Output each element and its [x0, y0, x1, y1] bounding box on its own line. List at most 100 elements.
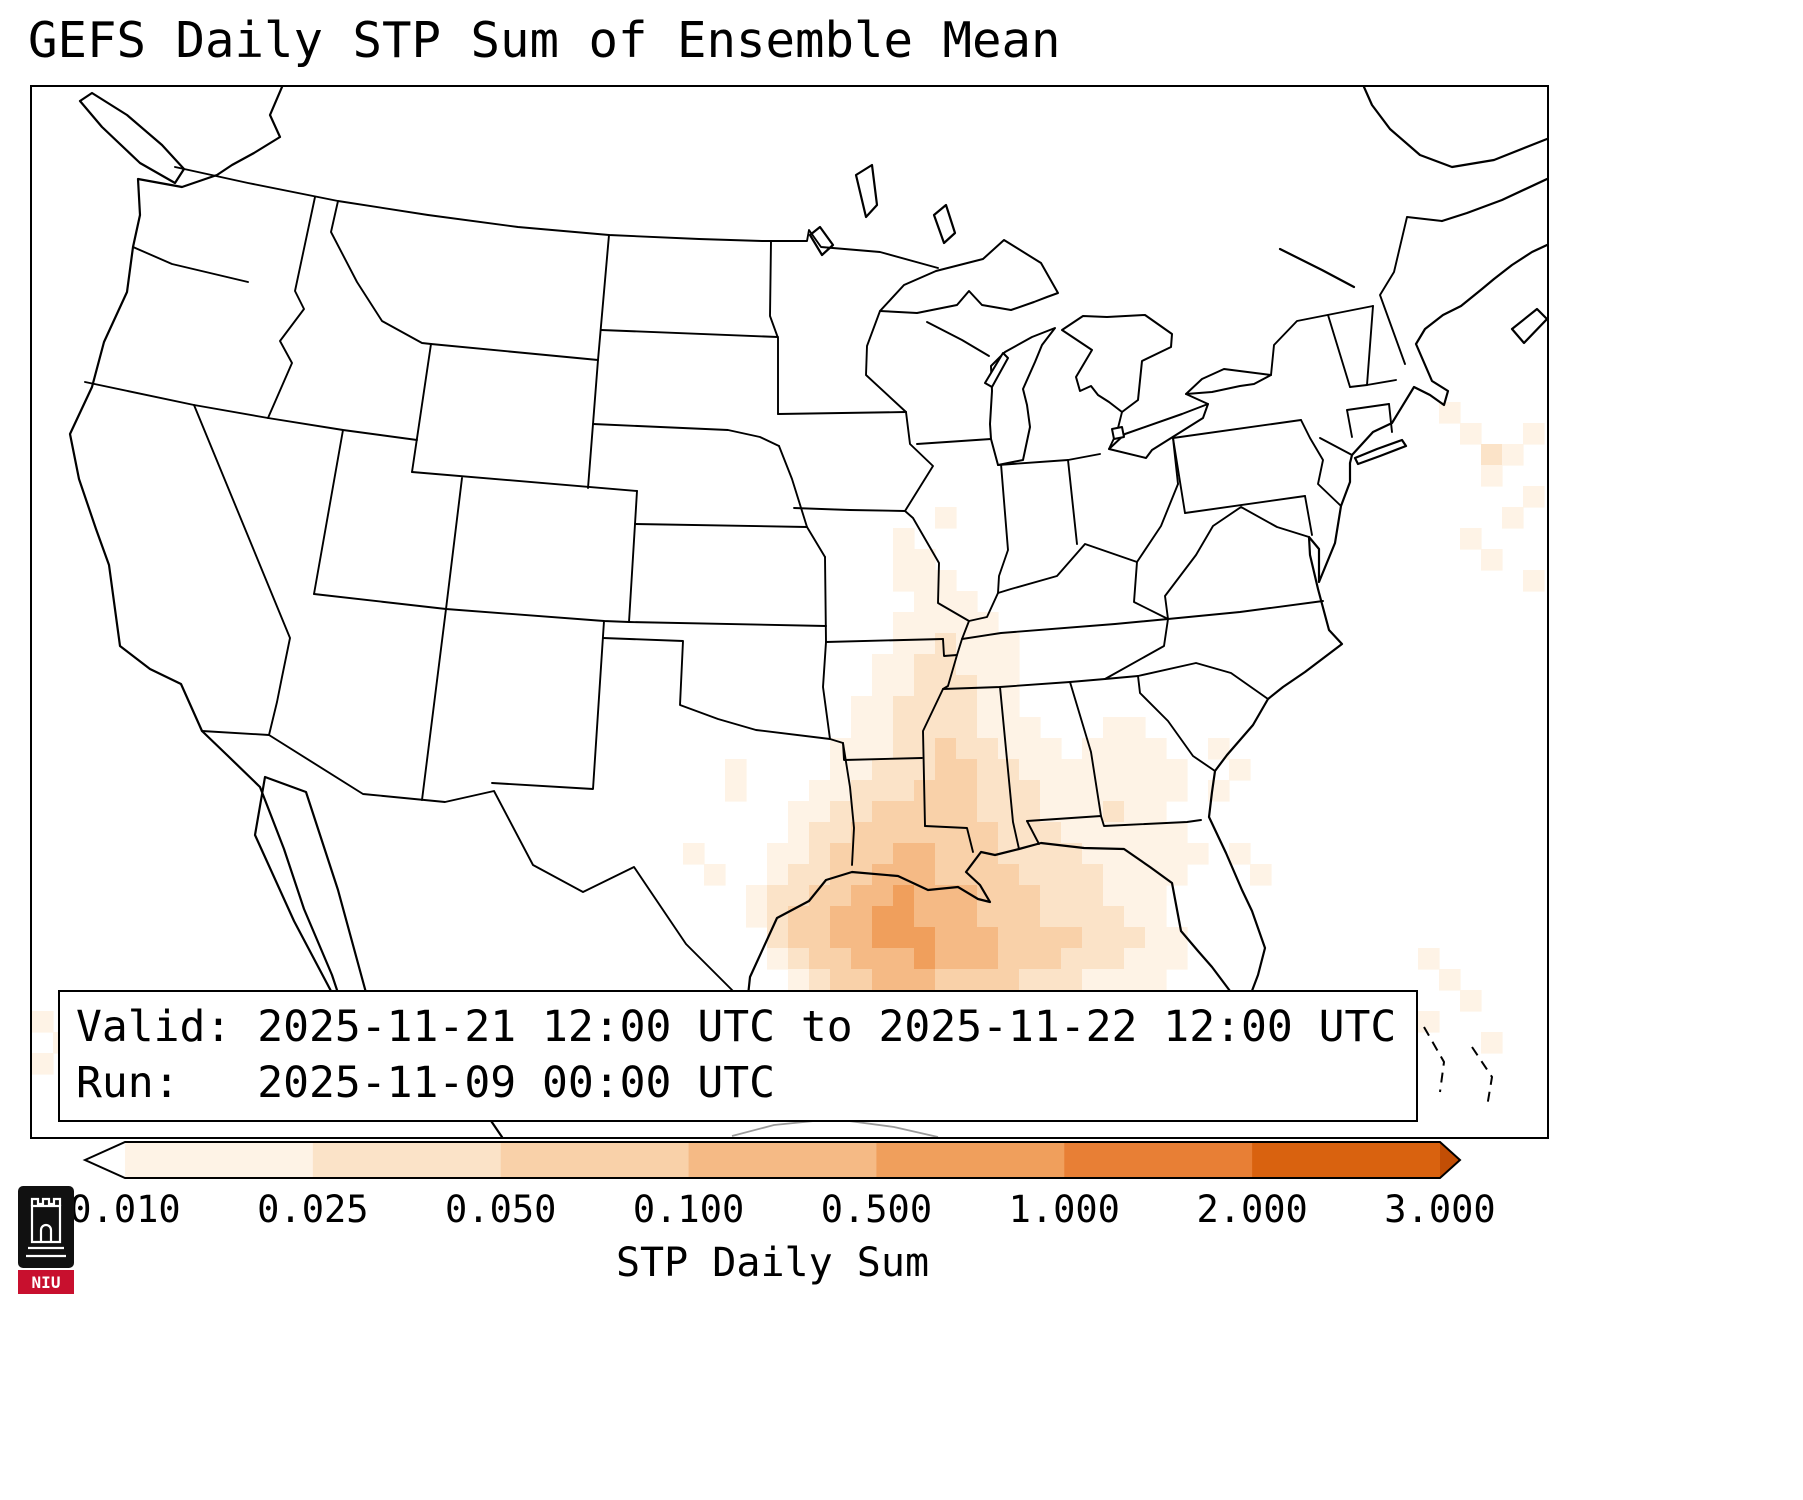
colorbar-tick-label: 0.100	[633, 1188, 744, 1231]
stp-cell	[1061, 780, 1083, 802]
stp-cell	[872, 927, 894, 949]
stp-cell	[1082, 759, 1104, 781]
stp-cell	[914, 549, 936, 571]
colorbar-tick-label: 1.000	[1009, 1188, 1120, 1231]
stp-cell	[872, 843, 894, 865]
stp-cell	[809, 780, 831, 802]
lake-ontario	[1185, 368, 1272, 395]
stp-cell	[1124, 822, 1146, 844]
stp-cell	[998, 738, 1020, 760]
stp-cell	[1166, 822, 1188, 844]
stp-cell	[893, 633, 915, 655]
stp-cell	[725, 780, 747, 802]
stp-cell	[893, 570, 915, 592]
stp-cell	[1145, 759, 1167, 781]
stp-cell	[872, 654, 894, 676]
colorbar-left-arrow	[85, 1142, 125, 1178]
stp-cell	[725, 759, 747, 781]
stp-cell	[998, 864, 1020, 886]
stp-cell	[1145, 906, 1167, 928]
stp-cell	[1040, 948, 1062, 970]
stp-cell	[998, 948, 1020, 970]
stp-cell	[956, 885, 978, 907]
stp-cell	[914, 927, 936, 949]
stp-heatmap-cells	[32, 402, 1545, 1096]
stp-cell	[872, 738, 894, 760]
stp-cell	[1145, 801, 1167, 823]
colorbar-segment	[876, 1142, 1065, 1178]
lake-nipigon	[932, 203, 957, 245]
stp-cell	[872, 759, 894, 781]
stp-cell	[1061, 906, 1083, 928]
stp-cell	[977, 822, 999, 844]
stp-cell	[893, 948, 915, 970]
stp-cell	[872, 948, 894, 970]
stp-cell	[956, 675, 978, 697]
stp-cell	[914, 906, 936, 928]
stp-cell	[1040, 801, 1062, 823]
stp-cell	[788, 864, 810, 886]
stp-cell	[956, 822, 978, 844]
stp-cell	[893, 528, 915, 550]
stp-cell	[872, 696, 894, 718]
stp-cell	[935, 801, 957, 823]
stp-cell	[851, 717, 873, 739]
stp-cell	[1061, 864, 1083, 886]
green-bay	[984, 352, 1009, 388]
stp-cell	[1103, 927, 1125, 949]
stp-cell	[1460, 990, 1482, 1012]
stp-cell	[998, 654, 1020, 676]
stp-cell	[1061, 759, 1083, 781]
stp-cell	[851, 822, 873, 844]
stp-cell	[914, 633, 936, 655]
stp-cell	[1040, 822, 1062, 844]
stp-cell	[1040, 759, 1062, 781]
stp-cell	[1103, 885, 1125, 907]
stp-cell	[914, 969, 936, 991]
stp-cell	[914, 822, 936, 844]
stp-cell	[893, 675, 915, 697]
stp-cell	[809, 801, 831, 823]
stp-cell	[1082, 927, 1104, 949]
stp-cell	[977, 654, 999, 676]
stp-cell	[1061, 927, 1083, 949]
stp-cell	[1019, 717, 1041, 739]
stp-cell	[956, 717, 978, 739]
stp-cell	[1103, 864, 1125, 886]
stp-cell	[893, 612, 915, 634]
lake-michigan	[989, 327, 1056, 466]
stp-cell	[851, 780, 873, 802]
stp-cell	[1523, 423, 1545, 445]
stp-cell	[914, 612, 936, 634]
stp-cell	[956, 969, 978, 991]
stp-cell	[830, 801, 852, 823]
colorbar-tick-label: 0.050	[445, 1188, 556, 1231]
stp-cell	[914, 570, 936, 592]
stp-cell	[1124, 801, 1146, 823]
stp-cell	[788, 885, 810, 907]
colorbar-axis-label: STP Daily Sum	[616, 1240, 929, 1286]
lake-erie	[1108, 403, 1209, 459]
stp-cell	[1019, 759, 1041, 781]
nova-scotia	[1510, 307, 1547, 345]
stp-cell	[935, 843, 957, 865]
stp-cell	[1418, 948, 1440, 970]
stp-cell	[1082, 969, 1104, 991]
lake-st-clair	[1111, 426, 1125, 440]
colorbar-tick-label: 2.000	[1196, 1188, 1307, 1231]
stp-cell	[956, 864, 978, 886]
stp-cell	[1502, 507, 1524, 529]
stp-cell	[1166, 864, 1188, 886]
stp-cell	[956, 948, 978, 970]
stp-cell	[893, 969, 915, 991]
stp-cell	[1481, 1032, 1503, 1054]
stp-cell	[851, 759, 873, 781]
stp-cell	[1103, 801, 1125, 823]
stp-cell	[1040, 780, 1062, 802]
stp-cell	[872, 906, 894, 928]
stp-cell	[893, 843, 915, 865]
stp-cell	[998, 906, 1020, 928]
stp-cell	[683, 843, 705, 865]
stp-cell	[977, 738, 999, 760]
stp-cell	[956, 696, 978, 718]
